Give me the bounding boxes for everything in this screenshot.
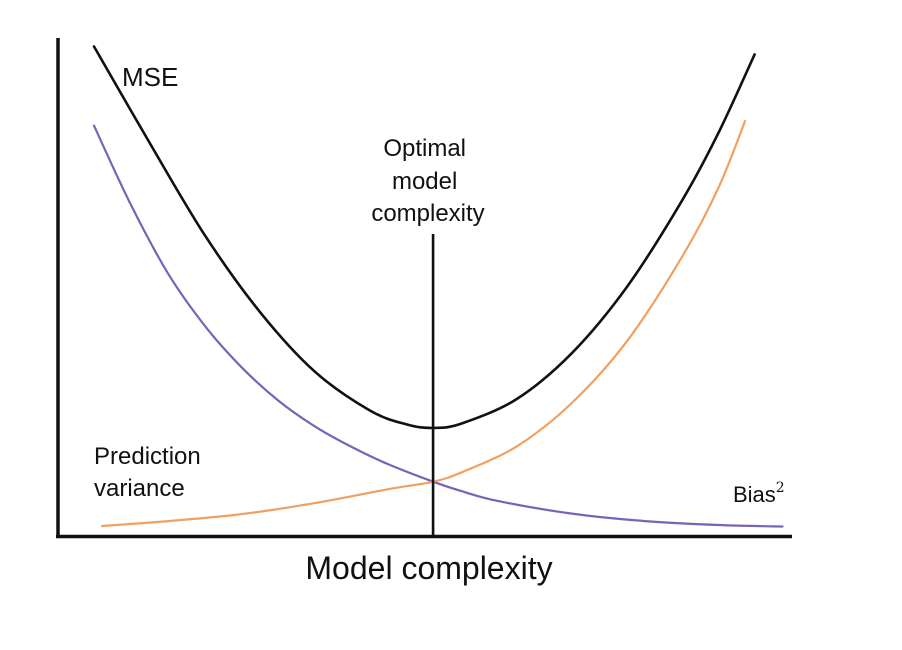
variance-curve xyxy=(92,124,784,528)
x-axis-title: Model complexity xyxy=(305,550,552,586)
optimal-label-line-3: complexity xyxy=(371,200,484,227)
bias-squared-label: Bias2 xyxy=(733,480,785,507)
bias-squared-curve xyxy=(100,120,747,528)
variance-label: Prediction variance xyxy=(94,443,207,502)
mse-label: MSE xyxy=(122,62,178,92)
variance-label-line-1: Prediction xyxy=(94,443,201,470)
optimal-label-line-1: Optimal xyxy=(383,135,466,162)
bias-label-superscript: 2 xyxy=(776,480,785,496)
bias-label-base: Bias xyxy=(733,482,776,507)
optimal-label-line-2: model xyxy=(392,168,457,195)
optimal-label: Optimal model complexity xyxy=(371,135,484,227)
variance-label-line-2: variance xyxy=(94,475,185,502)
mse-curve xyxy=(92,45,756,430)
